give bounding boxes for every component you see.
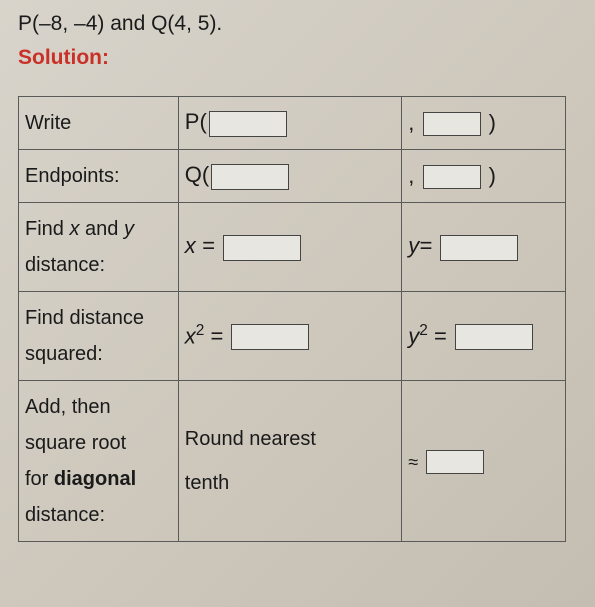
row4-label: Find distance squared: <box>19 292 179 381</box>
row3-x: x <box>69 218 79 240</box>
q-prefix: Q( <box>185 162 209 187</box>
row5-line4: distance: <box>25 504 105 526</box>
row1-p-input2: , ) <box>402 97 566 150</box>
p-sep: , <box>408 110 414 135</box>
row4-y2-cell: y2 = <box>402 292 566 381</box>
row1-label: Write <box>19 97 179 150</box>
row2-q-input2: , ) <box>402 150 566 203</box>
table-row: Find distance squared: x2 = y2 = <box>19 292 566 381</box>
row5-instruction: Round nearest tenth <box>178 381 402 542</box>
solution-label: Solution: <box>18 46 577 70</box>
worksheet-table: Write P( , ) Endpoints: Q( , ) Find x an… <box>18 96 566 542</box>
x2-var: x <box>185 323 196 348</box>
row2-label: Endpoints: <box>19 150 179 203</box>
x-eq-label: x = <box>185 233 215 258</box>
q-x-input[interactable] <box>211 164 289 190</box>
y-eq-label: y= <box>408 233 432 258</box>
y2-sup: 2 <box>419 322 428 339</box>
p-x-input[interactable] <box>209 111 287 137</box>
row4-line1: Find distance <box>25 307 144 329</box>
q-sep: , <box>408 163 414 188</box>
row3-y-cell: y= <box>402 203 566 292</box>
final-answer-input[interactable] <box>426 450 484 474</box>
row1-p-input: P( <box>178 97 402 150</box>
row5-label: Add, then square root for diagonal dista… <box>19 381 179 542</box>
row3-x-cell: x = <box>178 203 402 292</box>
y2-var: y <box>408 323 419 348</box>
approx-symbol: ≈ <box>408 452 418 472</box>
round-line2: tenth <box>185 472 229 494</box>
table-row: Find x and y distance: x = y= <box>19 203 566 292</box>
row5-answer: ≈ <box>402 381 566 542</box>
table-row: Write P( , ) <box>19 97 566 150</box>
q-y-input[interactable] <box>423 165 481 189</box>
x2-value-input[interactable] <box>231 324 309 350</box>
row2-q-input: Q( <box>178 150 402 203</box>
y2-eq: = <box>428 323 447 348</box>
x-value-input[interactable] <box>223 235 301 261</box>
y2-value-input[interactable] <box>455 324 533 350</box>
row3-and: and <box>79 218 123 240</box>
row5-diagonal: diagonal <box>54 468 136 490</box>
row3-label: Find x and y distance: <box>19 203 179 292</box>
p-y-input[interactable] <box>423 112 481 136</box>
x2-eq: = <box>204 323 223 348</box>
row3-find: Find <box>25 218 69 240</box>
q-suffix: ) <box>489 163 496 188</box>
problem-statement: P(–8, –4) and Q(4, 5). <box>18 12 577 36</box>
row3-y: y <box>124 218 134 240</box>
p-prefix: P( <box>185 109 207 134</box>
row5-line3a: for <box>25 468 54 490</box>
row5-line2: square root <box>25 432 126 454</box>
table-row: Add, then square root for diagonal dista… <box>19 381 566 542</box>
row3-distance: distance: <box>25 254 105 276</box>
table-row: Endpoints: Q( , ) <box>19 150 566 203</box>
row4-line2: squared: <box>25 343 103 365</box>
y-value-input[interactable] <box>440 235 518 261</box>
round-line1: Round nearest <box>185 428 316 450</box>
p-suffix: ) <box>489 110 496 135</box>
row4-x2-cell: x2 = <box>178 292 402 381</box>
row5-line1: Add, then <box>25 396 111 418</box>
